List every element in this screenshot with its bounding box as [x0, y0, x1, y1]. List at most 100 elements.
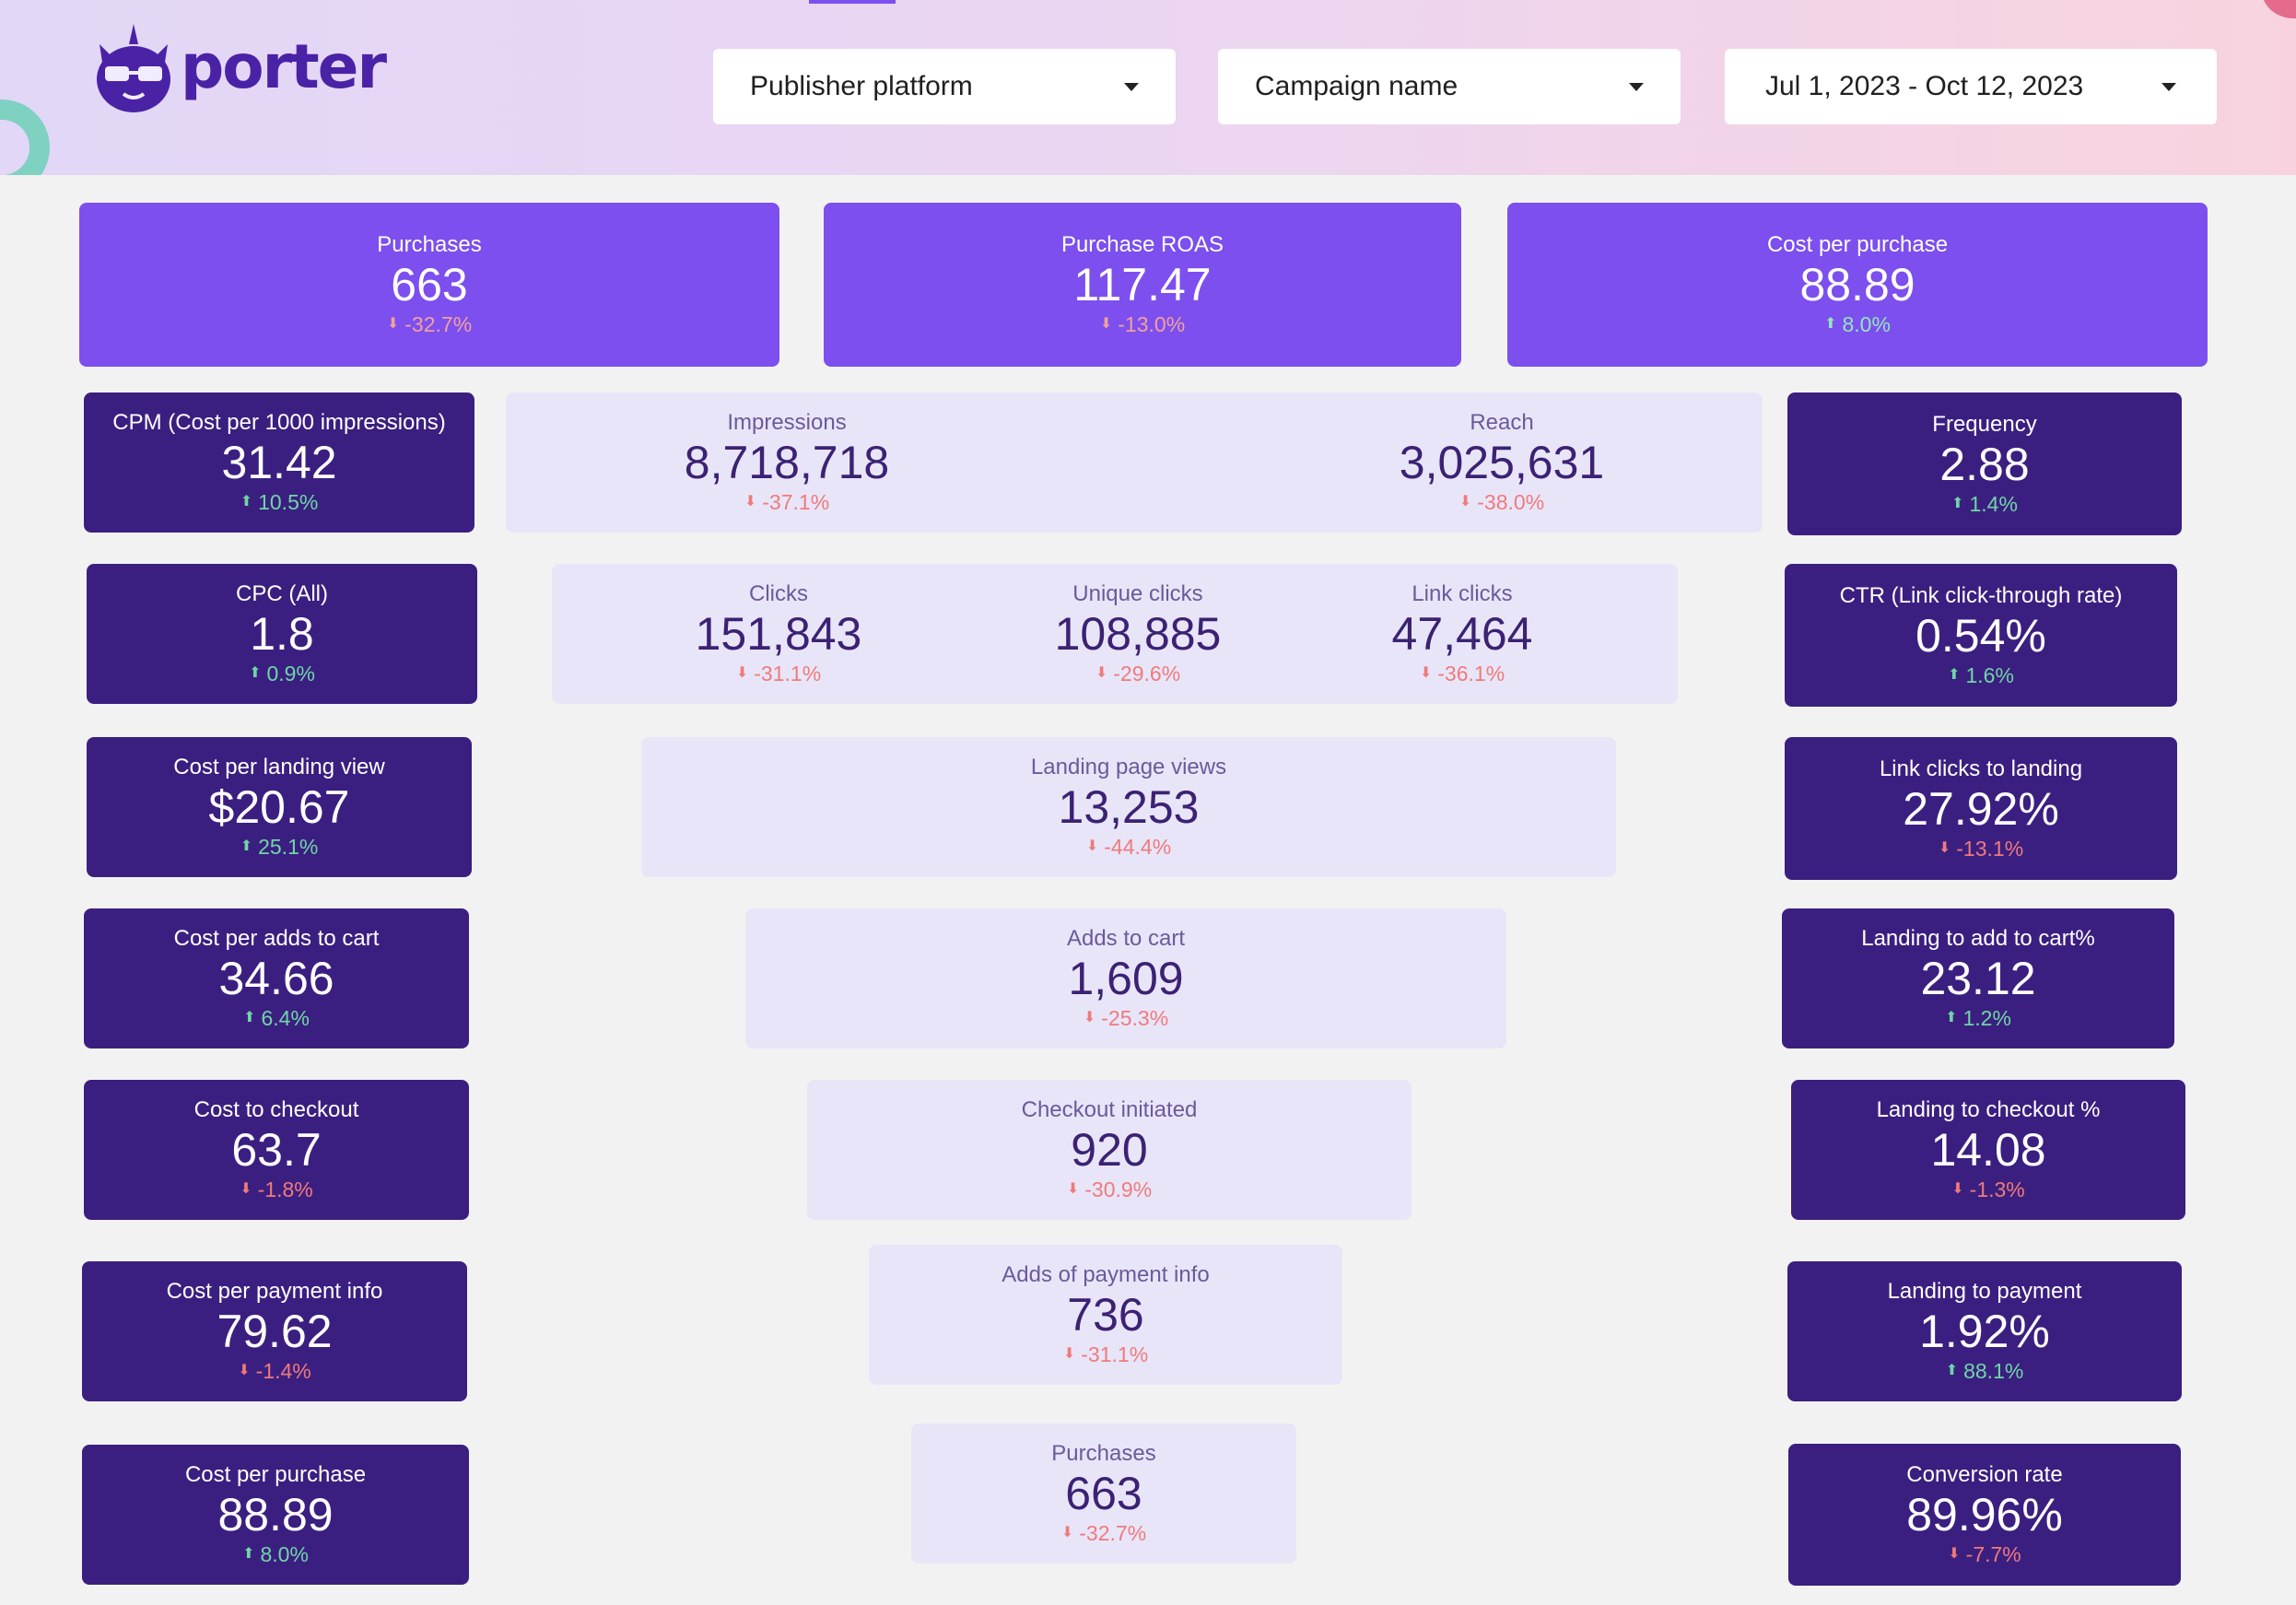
arrow-down-icon: ⬇	[1419, 665, 1433, 681]
metric-value: 89.96%	[1906, 1489, 2063, 1541]
metric-value: 79.62	[217, 1306, 333, 1357]
metric-label: CPC (All)	[236, 581, 328, 606]
metric-change: ⬇ -1.4%	[238, 1357, 311, 1385]
metric-card-cost-per-payment-info: Cost per payment info 79.62 ⬇ -1.4%	[82, 1261, 467, 1401]
metric-value: 2.88	[1939, 438, 2030, 490]
metric-card-cost-per-adds-to-cart: Cost per adds to cart 34.66 ⬆ 6.4%	[84, 908, 469, 1049]
arrow-up-icon: ⬆	[240, 494, 253, 510]
campaign-name-dropdown[interactable]: Campaign name	[1218, 49, 1681, 124]
funnel-label: Reach	[1470, 410, 1534, 435]
metric-card-cost-to-checkout: Cost to checkout 63.7 ⬇ -1.8%	[84, 1080, 469, 1220]
metric-label: Link clicks to landing	[1879, 756, 2083, 781]
kpi-label: Purchase ROAS	[1060, 232, 1224, 257]
arrow-up-icon: ⬆	[1948, 666, 1961, 683]
publisher-platform-dropdown[interactable]: Publisher platform	[713, 49, 1176, 124]
kpi-label: Purchases	[377, 232, 482, 257]
arrow-down-icon: ⬇	[1458, 494, 1472, 510]
funnel-change-value: -38.0%	[1477, 490, 1545, 514]
metric-change: ⬆ 6.4%	[243, 1004, 310, 1032]
funnel-change-value: -30.9%	[1084, 1177, 1153, 1201]
funnel-row-checkout-initiated: Checkout initiated 920 ⬇ -30.9%	[807, 1080, 1412, 1220]
metric-change: ⬆ 1.6%	[1948, 662, 2014, 689]
metric-change-value: -13.1%	[1956, 836, 2024, 861]
arrow-down-icon: ⬇	[1060, 1525, 1074, 1541]
funnel-value: 151,843	[695, 608, 862, 660]
funnel-label: Link clicks	[1412, 581, 1513, 606]
funnel-change-value: -44.4%	[1104, 835, 1172, 859]
funnel-change: ⬇ -32.7%	[1061, 1519, 1146, 1547]
arrow-down-icon: ⬇	[1066, 1181, 1080, 1197]
arrow-down-icon: ⬇	[238, 1363, 251, 1378]
funnel-value: 3,025,631	[1399, 437, 1605, 488]
decorative-tab-line	[809, 0, 896, 4]
metric-change-value: -1.3%	[1969, 1177, 2025, 1201]
publisher-platform-label: Publisher platform	[750, 71, 973, 101]
decorative-pink-blob	[2262, 0, 2296, 18]
funnel-value: 663	[1065, 1468, 1142, 1519]
metric-change: ⬇ -13.1%	[1939, 835, 2023, 862]
funnel-row-impressions-reach: Impressions 8,718,718 ⬇ -37.1% Reach 3,02…	[506, 392, 1763, 533]
kpi-value: 663	[391, 259, 468, 310]
funnel-label: Clicks	[749, 581, 808, 606]
metric-card-frequency: Frequency 2.88 ⬆ 1.4%	[1787, 392, 2182, 535]
date-range-picker[interactable]: Jul 1, 2023 - Oct 12, 2023	[1725, 49, 2217, 124]
metric-card-cpc: CPC (All) 1.8 ⬆ 0.9%	[87, 564, 477, 704]
funnel-label: Purchases	[1051, 1441, 1156, 1466]
logo-text: porter	[181, 30, 387, 102]
metric-change-value: -1.4%	[255, 1359, 311, 1383]
arrow-up-icon: ⬆	[240, 838, 253, 854]
funnel-change-value: -29.6%	[1113, 662, 1181, 685]
funnel-row-adds-to-cart: Adds to cart 1,609 ⬇ -25.3%	[745, 908, 1506, 1049]
kpi-card-purchases: Purchases 663 ⬇ -32.7%	[79, 203, 779, 367]
funnel-row-landing-page-views: Landing page views 13,253 ⬇ -44.4%	[641, 737, 1616, 877]
metric-value: 23.12	[1920, 953, 2036, 1004]
metric-value: 1.92%	[1919, 1306, 2050, 1357]
metric-value: 88.89	[217, 1489, 334, 1541]
porter-logo[interactable]: porter	[92, 24, 387, 116]
funnel-change: ⬇ -37.1%	[744, 488, 829, 516]
arrow-up-icon: ⬆	[1945, 1010, 1958, 1025]
funnel-change: ⬇ -38.0%	[1459, 488, 1544, 516]
metric-label: Frequency	[1932, 411, 2037, 437]
funnel-metric-reach: Reach 3,025,631 ⬇ -38.0%	[1331, 392, 1672, 533]
funnel-change-value: -37.1%	[762, 490, 830, 514]
date-range-label: Jul 1, 2023 - Oct 12, 2023	[1765, 71, 2084, 101]
arrow-down-icon: ⬇	[744, 494, 757, 510]
metric-change-value: 10.5%	[258, 490, 319, 514]
chevron-down-icon	[1124, 82, 1139, 91]
metric-label: Landing to checkout %	[1876, 1097, 2101, 1122]
metric-card-cost-per-landing-view: Cost per landing view $20.67 ⬆ 25.1%	[87, 737, 472, 877]
metric-value: 1.8	[250, 608, 314, 660]
funnel-change-value: -25.3%	[1101, 1006, 1169, 1030]
funnel-label: Checkout initiated	[1021, 1097, 1198, 1122]
funnel-value: 13,253	[1058, 781, 1200, 833]
metric-label: Cost to checkout	[193, 1097, 359, 1122]
header: porter Publisher platform Campaign name …	[0, 0, 2296, 175]
metric-card-conversion-rate: Conversion rate 89.96% ⬇ -7.7%	[1788, 1444, 2181, 1586]
metric-card-landing-to-checkout: Landing to checkout % 14.08 ⬇ -1.3%	[1791, 1080, 2185, 1220]
metric-change: ⬆ 88.1%	[1946, 1357, 2024, 1385]
arrow-down-icon: ⬇	[1062, 1346, 1076, 1362]
metric-card-landing-to-add-to-cart: Landing to add to cart% 23.12 ⬆ 1.2%	[1782, 908, 2174, 1049]
funnel-metric-unique-clicks: Unique clicks 108,885 ⬇ -29.6%	[990, 564, 1285, 704]
funnel-label: Adds to cart	[1066, 926, 1186, 951]
metric-card-cpm: CPM (Cost per 1000 impressions) 31.42 ⬆ 1…	[84, 392, 474, 533]
metric-value: 31.42	[221, 437, 337, 488]
funnel-change: ⬇ -31.1%	[1063, 1341, 1148, 1368]
funnel-label: Impressions	[727, 410, 847, 435]
funnel-change: ⬇ -36.1%	[1420, 660, 1505, 687]
funnel-row-clicks: Clicks 151,843 ⬇ -31.1% Unique clicks 108…	[552, 564, 1678, 704]
metric-change: ⬇ -1.8%	[240, 1176, 313, 1203]
metric-label: Cost per purchase	[184, 1462, 367, 1487]
metric-value: 27.92%	[1903, 782, 2059, 835]
cat-icon	[97, 24, 170, 112]
metric-change-value: 8.0%	[260, 1542, 309, 1566]
chevron-down-icon	[1629, 82, 1644, 91]
arrow-up-icon: ⬆	[1824, 316, 1837, 332]
metric-change: ⬆ 1.4%	[1951, 490, 2018, 518]
funnel-change: ⬇ -29.6%	[1095, 660, 1180, 687]
kpi-label: Cost per purchase	[1766, 232, 1949, 257]
metric-value: 0.54%	[1915, 609, 2046, 662]
metric-value: $20.67	[208, 781, 350, 833]
metric-change-value: -7.7%	[1965, 1542, 2021, 1566]
